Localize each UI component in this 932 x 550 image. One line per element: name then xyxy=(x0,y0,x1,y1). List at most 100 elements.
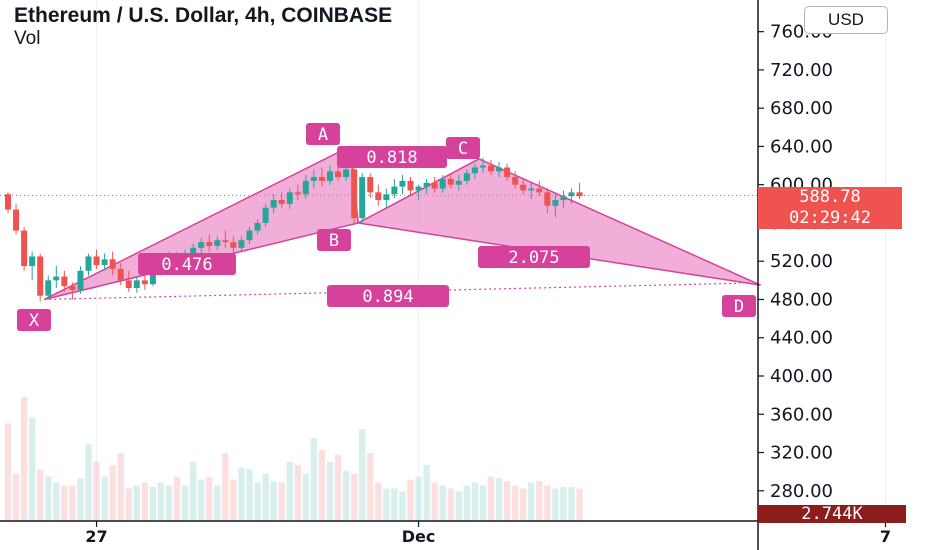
candle-body xyxy=(528,188,535,191)
candle-body xyxy=(69,286,76,290)
volume-bar xyxy=(415,476,422,521)
price-tick-label: 680.00 xyxy=(770,98,833,119)
volume-bar xyxy=(503,481,511,521)
volume-bar xyxy=(246,469,253,521)
volume-label: Vol xyxy=(14,28,41,49)
candle-body xyxy=(536,188,543,193)
volume-bar xyxy=(487,476,495,521)
candle-body xyxy=(61,276,68,287)
volume-bar xyxy=(326,461,334,521)
point-label-b: B xyxy=(317,229,351,251)
point-label-a: A xyxy=(306,123,340,145)
point-label-c: C xyxy=(446,137,480,159)
point-label-d: D xyxy=(722,295,756,317)
volume-bar xyxy=(4,423,12,521)
volume-bar xyxy=(117,453,124,521)
volume-bar xyxy=(270,481,277,521)
currency-button[interactable]: USD xyxy=(804,6,888,34)
volume-bar xyxy=(431,482,438,521)
candle-body xyxy=(21,230,28,267)
candle-body xyxy=(198,242,205,248)
candle-body xyxy=(520,184,527,191)
volume-bar xyxy=(157,482,165,521)
candle-body xyxy=(286,192,293,204)
candle-body xyxy=(141,280,148,285)
candle-body xyxy=(439,178,446,189)
volume-bar xyxy=(28,417,36,521)
candle-body xyxy=(262,207,269,223)
volume-bar xyxy=(189,461,197,521)
candle-body xyxy=(431,182,438,189)
volume-bar xyxy=(198,479,205,521)
svg-text:0.894: 0.894 xyxy=(362,287,413,307)
candle-body xyxy=(318,177,325,181)
time-tick-label: Dec xyxy=(402,527,436,546)
candle-body xyxy=(125,280,132,289)
volume-bar xyxy=(262,473,269,521)
candle-body xyxy=(270,200,277,208)
price-tick-label: 280.00 xyxy=(770,481,833,502)
volume-bar xyxy=(181,485,189,521)
candle-body xyxy=(415,186,422,191)
price-tick-label: 640.00 xyxy=(770,136,833,157)
volume-bar xyxy=(93,461,100,521)
volume-bar xyxy=(318,450,326,521)
chart-title: Ethereum / U.S. Dollar, 4h, COINBASE xyxy=(14,4,393,27)
price-tick-label: 720.00 xyxy=(770,60,833,81)
svg-text:0.476: 0.476 xyxy=(161,255,212,275)
countdown-tag: 02:29:42 xyxy=(758,208,902,229)
volume-bar xyxy=(254,482,261,521)
volume-bar xyxy=(447,488,454,521)
candle-body xyxy=(423,182,430,187)
candle-body xyxy=(560,196,567,201)
volume-bar xyxy=(149,487,157,521)
volume-bar xyxy=(536,481,543,521)
volume-bar xyxy=(230,479,237,521)
volume-bar xyxy=(455,491,462,521)
volume-bar xyxy=(350,473,358,521)
candle-body xyxy=(310,177,317,181)
candle-body xyxy=(544,192,551,206)
candle-body xyxy=(206,242,213,246)
candle-body xyxy=(13,209,20,231)
volume-bar xyxy=(222,453,229,521)
candle-body xyxy=(552,200,559,206)
volume-bar xyxy=(520,488,527,521)
volume-bar xyxy=(391,488,398,521)
candle-body xyxy=(383,194,390,201)
volume-bar xyxy=(528,482,535,521)
volume-bar xyxy=(552,488,559,521)
candle-body xyxy=(335,171,342,178)
candle-body xyxy=(488,165,494,172)
volume-bar xyxy=(125,488,132,521)
volume-bar xyxy=(342,470,350,521)
price-tick-label: 480.00 xyxy=(770,289,833,310)
candle-body xyxy=(463,173,470,181)
volume-bar xyxy=(439,485,446,521)
candle-body xyxy=(53,276,60,281)
candle-body xyxy=(45,280,52,296)
candle-body xyxy=(576,192,583,197)
svg-text:X: X xyxy=(29,311,40,331)
volume-bar xyxy=(69,485,76,521)
candle-body xyxy=(351,169,358,219)
volume-bar xyxy=(310,438,318,521)
volume-bar xyxy=(423,464,430,521)
price-tick-label: 440.00 xyxy=(770,328,833,349)
candle-body xyxy=(230,242,237,248)
volume-bar xyxy=(61,485,68,521)
candle-body xyxy=(101,259,108,266)
volume-bar xyxy=(334,454,342,521)
candle-body xyxy=(214,240,221,246)
candle-body xyxy=(471,167,478,174)
volume-bar xyxy=(85,444,92,521)
volume-bar xyxy=(77,478,84,521)
volume-bar xyxy=(173,476,181,521)
candle-body xyxy=(85,256,92,271)
candle-body xyxy=(504,167,511,178)
price-tick-label: 320.00 xyxy=(770,443,833,464)
volume-bar xyxy=(294,464,301,521)
volume-bar xyxy=(53,482,60,521)
last-price-tag: 588.78 xyxy=(758,187,902,208)
